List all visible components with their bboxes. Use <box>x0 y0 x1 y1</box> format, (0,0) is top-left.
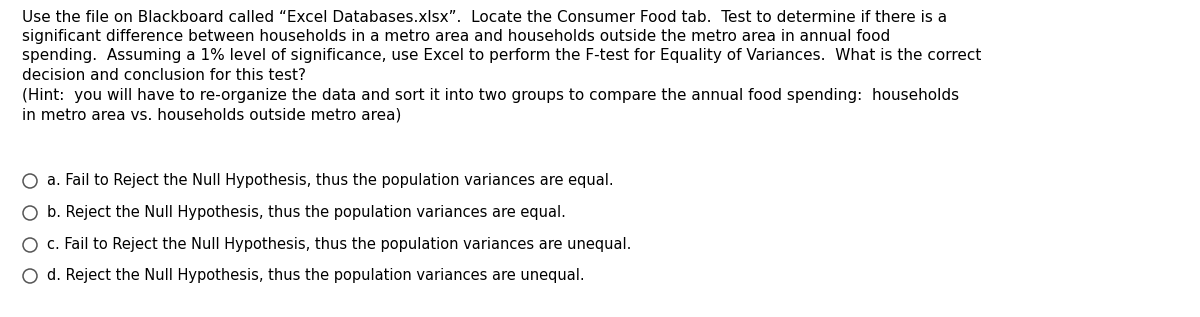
Text: b. Reject the Null Hypothesis, thus the population variances are equal.: b. Reject the Null Hypothesis, thus the … <box>47 205 566 220</box>
Text: a. Fail to Reject the Null Hypothesis, thus the population variances are equal.: a. Fail to Reject the Null Hypothesis, t… <box>47 173 613 188</box>
Text: (Hint:  you will have to re-organize the data and sort it into two groups to com: (Hint: you will have to re-organize the … <box>22 88 959 122</box>
Circle shape <box>23 269 37 283</box>
Circle shape <box>23 174 37 188</box>
Text: d. Reject the Null Hypothesis, thus the population variances are unequal.: d. Reject the Null Hypothesis, thus the … <box>47 268 584 283</box>
Circle shape <box>23 206 37 220</box>
Text: c. Fail to Reject the Null Hypothesis, thus the population variances are unequal: c. Fail to Reject the Null Hypothesis, t… <box>47 237 631 252</box>
Text: Use the file on Blackboard called “Excel Databases.xlsx”.  Locate the Consumer F: Use the file on Blackboard called “Excel… <box>22 10 982 83</box>
Circle shape <box>23 238 37 252</box>
